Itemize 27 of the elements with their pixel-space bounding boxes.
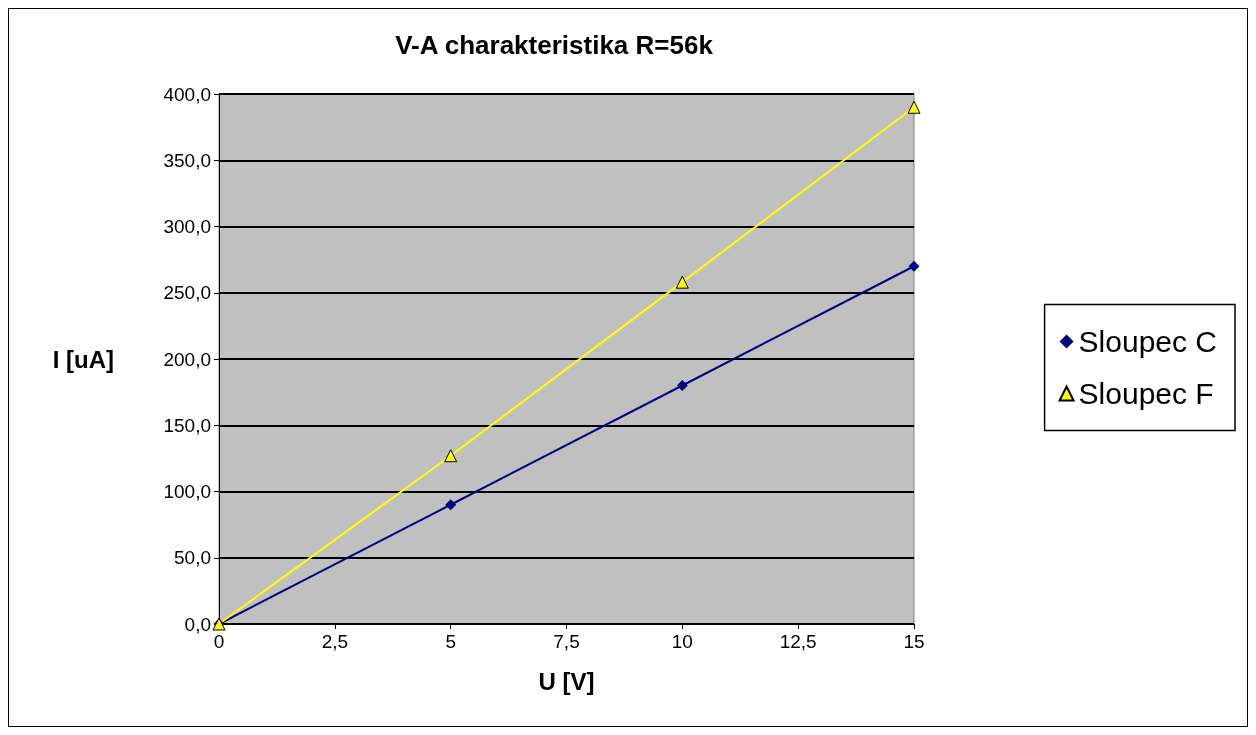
y-tick-label: 200,0 [163,348,211,370]
point [907,100,921,114]
y-tick-label: 250,0 [163,282,211,304]
x-tick-label: 10 [671,631,693,652]
legend-label: Sloupec C [1078,325,1218,358]
x-tick-label: 15 [903,631,925,652]
point [675,275,689,289]
y-tick-label: 150,0 [163,414,211,436]
y-tick-label: 400,0 [163,83,211,105]
legend-label: Sloupec F [1078,377,1214,410]
x-tick-label: 7,5 [553,631,580,652]
x-tick-label: 0 [213,631,225,652]
y-tick-label: 0,0 [184,613,211,635]
x-tick-label: 12,5 [779,631,817,652]
y-tick-label: 300,0 [163,216,211,237]
x-tick-label: 2,5 [321,631,349,652]
point [445,499,457,511]
point [444,449,458,463]
point [908,260,920,272]
x-tick-label: 5 [445,631,456,652]
y-tick-label: 50,0 [174,547,211,569]
chart-title: V-A charakteristika R=56k [395,30,714,60]
x-axis-title: U [V] [538,667,595,695]
y-tick-label: 100,0 [163,481,211,502]
y-axis-title: I [uA] [52,345,114,373]
point [676,380,688,391]
y-tick-label: 350,0 [163,149,211,171]
